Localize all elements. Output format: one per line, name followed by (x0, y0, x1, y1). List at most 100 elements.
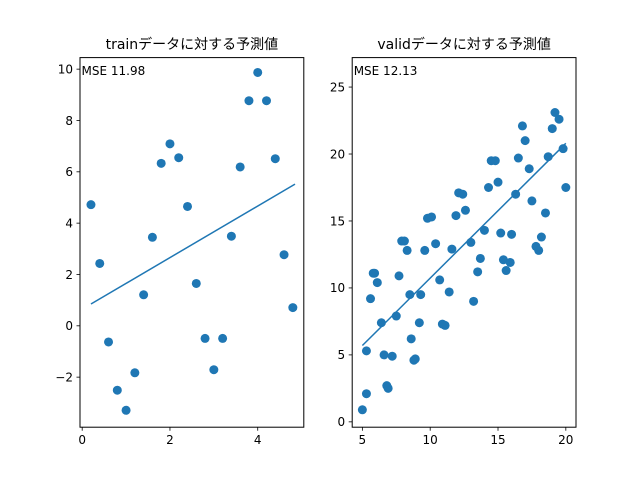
valid-subplot: validデータに対する予測値 MSE 12.13 5 10 15 20 051015… (330, 36, 577, 447)
train-data-point (183, 201, 193, 211)
valid-data-point (394, 271, 404, 281)
train-y-tick-label: 6 (65, 165, 73, 179)
valid-data-point (402, 245, 412, 255)
valid-data-point (475, 253, 485, 263)
train-data-point (174, 153, 184, 163)
valid-data-point (370, 268, 380, 278)
train-data-point (279, 250, 289, 260)
valid-data-point (490, 156, 500, 166)
valid-x-tick-label: 20 (558, 433, 573, 447)
train-data-point (147, 232, 157, 242)
valid-data-point (414, 318, 424, 328)
valid-data-point (473, 267, 483, 277)
valid-x-tick-label: 5 (359, 433, 367, 447)
valid-x-tick-label: 15 (490, 433, 505, 447)
train-mse-annotation: MSE 11.98 (82, 64, 146, 78)
valid-y-tick-label: 0 (338, 415, 346, 429)
valid-data-point (527, 196, 537, 206)
valid-data-point (410, 354, 420, 364)
valid-x-ticks: 5 10 15 20 (359, 427, 573, 447)
valid-data-point (391, 311, 401, 321)
valid-data-point (505, 257, 515, 267)
train-y-tick-label: 0 (65, 319, 73, 333)
valid-data-point (361, 389, 371, 399)
valid-data-point (493, 177, 503, 187)
valid-plot-frame (351, 57, 577, 428)
train-data-point (86, 200, 96, 210)
train-x-ticks: 0 2 4 (78, 427, 262, 447)
valid-data-point (383, 383, 393, 393)
valid-data-point (513, 153, 523, 163)
train-y-tick-label: 4 (65, 216, 73, 230)
valid-data-point (440, 320, 450, 330)
valid-data-point (420, 245, 430, 255)
train-data-point (95, 258, 105, 268)
train-plot-frame (79, 57, 305, 428)
train-data-point (130, 368, 140, 378)
valid-data-point (479, 225, 489, 235)
train-data-point (112, 385, 122, 395)
valid-data-point (498, 255, 508, 265)
train-data-point (104, 337, 114, 347)
valid-data-point (427, 212, 437, 222)
valid-data-point (536, 232, 546, 242)
train-data-point (262, 96, 271, 106)
valid-data-point (496, 228, 506, 238)
valid-data-point (534, 245, 544, 255)
train-data-point (121, 405, 131, 415)
valid-data-point (387, 351, 397, 361)
valid-data-point (458, 189, 468, 199)
valid-data-point (547, 124, 557, 134)
train-chart-title: trainデータに対する予測値 (106, 36, 279, 53)
valid-data-point (372, 278, 382, 288)
valid-data-point (520, 136, 530, 146)
valid-mse-annotation: MSE 12.13 (354, 64, 418, 78)
valid-data-point (447, 244, 457, 254)
train-fit-line-group (90, 183, 296, 305)
train-data-point (235, 162, 245, 172)
valid-data-point (451, 211, 461, 221)
valid-data-point (558, 144, 568, 154)
valid-fit-line-group (361, 142, 567, 347)
train-data-point (139, 290, 149, 300)
valid-data-point (416, 290, 426, 300)
valid-y-tick-label: 25 (330, 80, 345, 94)
train-data-point (165, 139, 175, 149)
train-x-tick-label: 2 (166, 433, 174, 447)
train-x-tick-label: 4 (254, 433, 262, 447)
valid-data-point (460, 205, 470, 215)
train-points (86, 67, 298, 415)
valid-data-point (444, 287, 454, 297)
train-data-point (253, 67, 263, 77)
valid-data-point (561, 182, 571, 192)
train-subplot: trainデータに対する予測値 MSE 11.98 0 2 4 −2 0 2 4 6 8 10 (55, 36, 305, 447)
valid-data-point (517, 121, 527, 131)
train-data-point (244, 96, 254, 106)
valid-y-tick-label: 10 (330, 281, 345, 295)
valid-data-point (550, 108, 560, 118)
valid-data-point (501, 266, 511, 276)
valid-data-point (484, 182, 494, 192)
valid-data-point (469, 296, 479, 306)
valid-data-point (357, 405, 367, 415)
valid-data-point (524, 164, 534, 174)
train-y-tick-label: 10 (58, 62, 73, 76)
valid-y-ticks: 0 5 10 15 20 25 (330, 80, 353, 429)
train-x-tick-label: 0 (78, 433, 86, 447)
valid-fit-line (361, 142, 567, 347)
train-y-tick-label: 2 (65, 268, 73, 282)
train-data-point (288, 303, 298, 313)
valid-data-point (554, 114, 564, 124)
valid-y-tick-label: 5 (338, 348, 346, 362)
valid-data-point (466, 237, 476, 247)
train-data-point (270, 154, 280, 164)
valid-data-point (361, 346, 371, 356)
valid-y-tick-label: 15 (330, 214, 345, 228)
valid-data-point (366, 294, 376, 304)
train-y-tick-label: −2 (55, 370, 73, 384)
valid-points (357, 108, 571, 415)
train-y-ticks: −2 0 2 4 6 8 10 (55, 62, 80, 384)
valid-data-point (379, 350, 389, 360)
valid-data-point (507, 229, 517, 239)
